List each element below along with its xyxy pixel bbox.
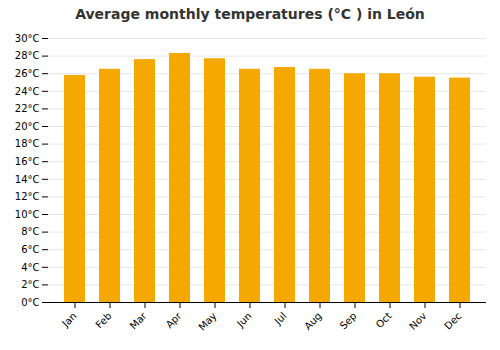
svg-text:6°C: 6°C <box>21 244 39 255</box>
svg-text:2°C: 2°C <box>21 279 39 290</box>
svg-text:Jan: Jan <box>59 310 78 329</box>
html-text:Average monthly temperatures (: Average monthly temperatures (°C ) in Le… <box>75 6 425 22</box>
svg-text:4°C: 4°C <box>21 262 39 273</box>
svg-text:Nov: Nov <box>407 310 429 332</box>
svg-text:18°C: 18°C <box>15 138 40 149</box>
svg-text:20°C: 20°C <box>15 121 40 132</box>
svg-text:30°C: 30°C <box>15 33 40 44</box>
svg-text:24°C: 24°C <box>15 86 40 97</box>
svg-text:26°C: 26°C <box>15 68 40 79</box>
svg-text:Dec: Dec <box>442 310 463 331</box>
svg-text:22°C: 22°C <box>15 103 40 114</box>
svg-text:Feb: Feb <box>93 310 113 330</box>
svg-text:28°C: 28°C <box>15 50 40 61</box>
svg-text:0°C: 0°C <box>21 297 39 308</box>
svg-text:Mar: Mar <box>128 310 150 332</box>
svg-text:Sep: Sep <box>338 310 359 331</box>
svg-text:Jun: Jun <box>234 310 254 330</box>
svg-text:May: May <box>196 310 218 332</box>
svg-text:Oct: Oct <box>374 310 394 330</box>
svg-text:Apr: Apr <box>164 310 185 331</box>
svg-text:8°C: 8°C <box>21 226 39 237</box>
svg-text:16°C: 16°C <box>15 156 40 167</box>
svg-text:Aug: Aug <box>302 310 324 332</box>
svg-text:Jul: Jul <box>272 310 289 327</box>
svg-text:12°C: 12°C <box>15 191 40 202</box>
svg-text:10°C: 10°C <box>15 209 40 220</box>
svg-text:14°C: 14°C <box>15 174 40 185</box>
